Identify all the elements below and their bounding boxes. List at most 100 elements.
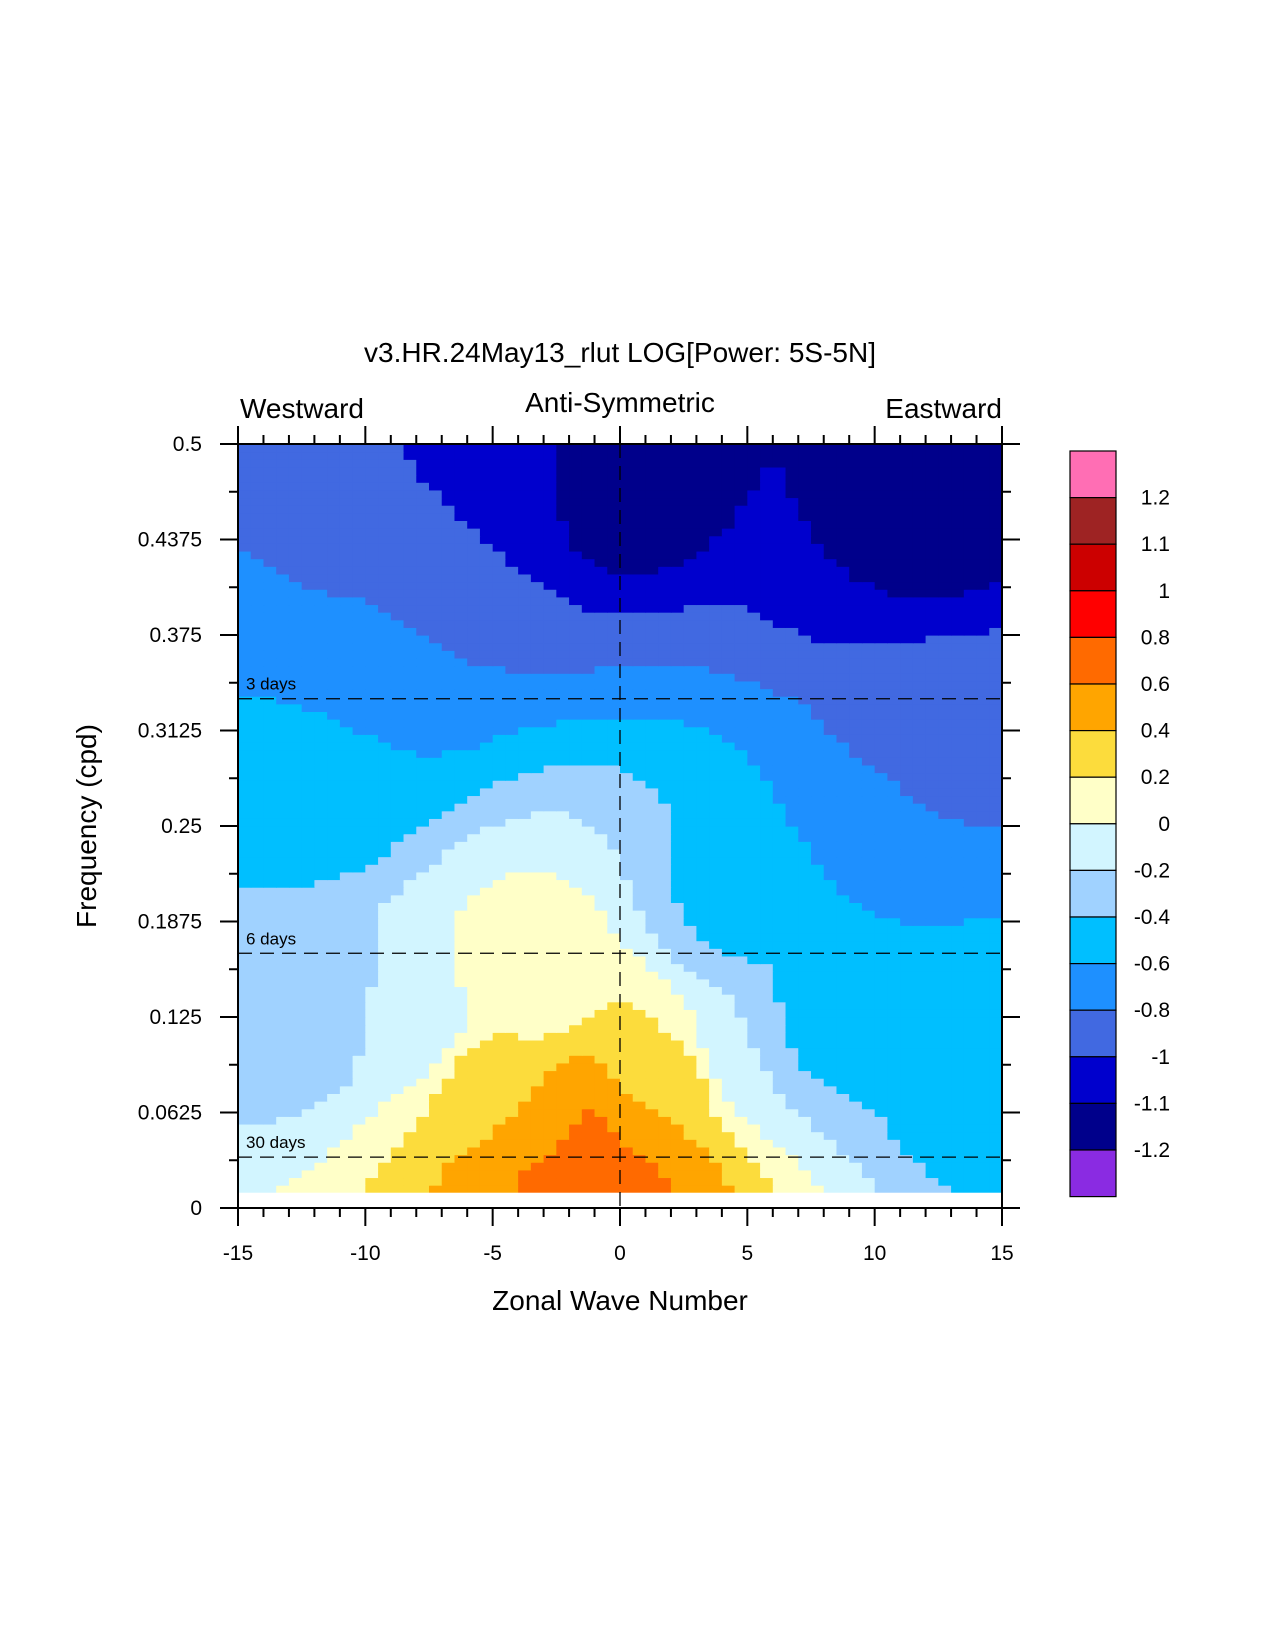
contour-cell bbox=[581, 955, 596, 965]
contour-cell bbox=[581, 1085, 596, 1094]
contour-cell bbox=[581, 1001, 596, 1010]
contour-cell bbox=[658, 994, 672, 1003]
contour-cell bbox=[912, 1185, 927, 1194]
contour-cell bbox=[861, 573, 876, 583]
contour-cell bbox=[276, 1017, 290, 1026]
contour-cell bbox=[378, 1154, 392, 1163]
contour-cell bbox=[581, 1009, 596, 1018]
contour-cell bbox=[378, 1139, 392, 1148]
contour-cell bbox=[760, 673, 774, 682]
contour-cell bbox=[607, 940, 621, 949]
contour-cell bbox=[301, 573, 315, 583]
contour-cell bbox=[836, 932, 850, 942]
contour-cell bbox=[327, 1024, 341, 1033]
contour-cell bbox=[760, 963, 774, 972]
contour-cell bbox=[530, 734, 545, 743]
contour-cell bbox=[900, 1108, 914, 1117]
contour-cell bbox=[696, 894, 710, 903]
contour-cell bbox=[721, 627, 736, 636]
contour-cell bbox=[785, 795, 799, 804]
contour-cell bbox=[467, 955, 481, 965]
contour-cell bbox=[441, 978, 456, 988]
contour-cell bbox=[811, 1108, 825, 1117]
contour-cell bbox=[951, 1177, 965, 1186]
contour-cell bbox=[352, 1108, 366, 1117]
contour-cell bbox=[556, 902, 570, 911]
contour-cell bbox=[963, 963, 978, 972]
contour-cell bbox=[390, 1154, 405, 1163]
contour-cell bbox=[250, 1139, 265, 1148]
contour-cell bbox=[836, 772, 850, 781]
contour-cell bbox=[658, 1024, 672, 1033]
contour-cell bbox=[314, 902, 328, 911]
contour-cell bbox=[721, 650, 736, 659]
contour-cell bbox=[811, 719, 825, 728]
contour-cell bbox=[530, 757, 545, 766]
contour-cell bbox=[505, 1078, 519, 1087]
contour-cell bbox=[811, 749, 825, 758]
contour-cell bbox=[479, 596, 494, 606]
contour-cell bbox=[925, 665, 939, 674]
contour-cell bbox=[467, 1139, 481, 1148]
contour-cell bbox=[467, 1123, 481, 1133]
contour-cell bbox=[900, 573, 914, 583]
contour-cell bbox=[301, 1123, 315, 1133]
contour-cell bbox=[963, 833, 978, 842]
contour-cell bbox=[543, 833, 557, 842]
contour-cell bbox=[874, 589, 888, 598]
contour-cell bbox=[556, 848, 570, 858]
contour-cell bbox=[276, 1078, 290, 1087]
contour-cell bbox=[747, 741, 761, 751]
contour-cell bbox=[620, 856, 634, 865]
contour-cell bbox=[594, 940, 608, 949]
contour-cell bbox=[912, 1017, 927, 1026]
contour-cell bbox=[467, 1024, 481, 1033]
contour-cell bbox=[505, 917, 519, 926]
contour-cell bbox=[861, 741, 876, 751]
contour-cell bbox=[327, 963, 341, 972]
contour-cell bbox=[925, 856, 939, 865]
contour-cell bbox=[912, 757, 927, 766]
contour-cell bbox=[760, 650, 774, 659]
contour-cell bbox=[429, 787, 443, 797]
contour-cell bbox=[912, 1116, 927, 1125]
contour-cell bbox=[811, 1009, 825, 1018]
contour-cell bbox=[683, 856, 697, 865]
contour-cell bbox=[645, 1169, 659, 1179]
contour-cell bbox=[861, 1062, 876, 1072]
contour-cell bbox=[365, 917, 379, 926]
contour-cell bbox=[250, 1070, 265, 1079]
contour-cell bbox=[263, 1085, 277, 1094]
contour-cell bbox=[798, 818, 812, 827]
contour-cell bbox=[938, 1001, 952, 1010]
contour-cell bbox=[925, 887, 939, 896]
contour-cell bbox=[403, 871, 417, 881]
contour-cell bbox=[620, 1009, 634, 1018]
contour-cell bbox=[390, 558, 405, 567]
contour-cell bbox=[734, 810, 748, 819]
contour-cell bbox=[938, 1185, 952, 1194]
contour-cell bbox=[327, 864, 341, 873]
contour-cell bbox=[263, 818, 277, 827]
contour-cell bbox=[632, 635, 647, 644]
contour-cell bbox=[314, 604, 328, 613]
contour-cell bbox=[467, 871, 481, 881]
contour-cell bbox=[607, 1062, 621, 1072]
contour-cell bbox=[530, 826, 545, 835]
contour-cell bbox=[301, 650, 315, 659]
contour-cell bbox=[416, 1062, 430, 1072]
contour-cell bbox=[429, 1039, 443, 1049]
contour-cell bbox=[951, 871, 965, 881]
contour-cell bbox=[849, 1116, 863, 1125]
contour-cell bbox=[250, 1185, 265, 1194]
contour-cell bbox=[823, 826, 838, 835]
contour-cell bbox=[798, 726, 812, 735]
contour-cell bbox=[670, 879, 685, 888]
contour-cell bbox=[250, 589, 265, 598]
contour-cell bbox=[683, 696, 697, 705]
contour-cell bbox=[365, 986, 379, 995]
contour-cell bbox=[976, 1169, 990, 1179]
contour-cell bbox=[390, 940, 405, 949]
contour-cell bbox=[556, 642, 570, 651]
contour-cell bbox=[900, 787, 914, 797]
